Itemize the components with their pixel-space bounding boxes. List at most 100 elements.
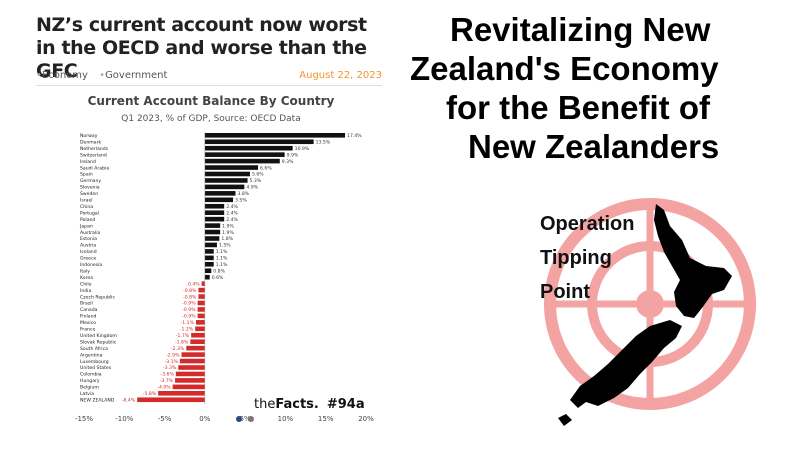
value-label: 0.6%: [212, 275, 224, 281]
category-label: Italy: [80, 268, 90, 274]
value-label: 1.9%: [222, 223, 234, 229]
chart-marks: Norway 17.4% Denmark 13.5% Netherlands 10.9% S…: [75, 132, 374, 423]
bar: [195, 320, 205, 325]
bar: [195, 326, 205, 332]
bar: [204, 165, 259, 170]
category-label: Hungary: [80, 378, 100, 384]
bar: [204, 255, 214, 261]
value-label: 3.8%: [237, 191, 249, 197]
x-tick-label: 15%: [318, 415, 334, 423]
category-label: United States: [80, 365, 112, 371]
carousel-dot[interactable]: [248, 416, 254, 422]
bar: [175, 371, 205, 377]
category-label: Belgium: [80, 385, 99, 391]
chart-subtitle: Q1 2023, % of GDP, Source: OECD Data: [121, 114, 300, 124]
bar: [137, 397, 205, 403]
value-label: -0.8%: [183, 288, 197, 294]
title-line-1: Revitalizing New: [450, 11, 711, 48]
bar: [204, 268, 212, 274]
category-label: Austria: [80, 243, 96, 249]
value-label: 2.4%: [226, 217, 238, 223]
bar: [179, 358, 205, 364]
bar: [204, 133, 346, 138]
value-label: -0.9%: [182, 307, 196, 313]
value-label: 9.3%: [282, 159, 294, 165]
value-label: -3.1%: [165, 359, 179, 365]
category-label: Canada: [80, 307, 98, 313]
bar: [204, 229, 221, 235]
title-line-3: for the Benefit of: [446, 89, 710, 126]
value-label: 17.4%: [347, 133, 362, 139]
value-label: -1.1%: [181, 320, 195, 326]
value-label: -4.0%: [157, 385, 171, 391]
value-label: -3.6%: [161, 372, 175, 378]
category-label: Czech Republic: [80, 294, 115, 300]
category-label: Ireland: [80, 159, 96, 165]
publish-date: August 22, 2023: [299, 70, 382, 81]
category-label: Finland: [80, 314, 96, 320]
category-label: Spain: [80, 172, 93, 178]
x-tick-label: 0%: [199, 415, 210, 423]
bar: [204, 262, 214, 267]
brand-logo: theFacts. #94a: [254, 397, 365, 412]
category-label: Poland: [80, 217, 95, 223]
operation-tipping-point-logo: Operation Tipping Point: [540, 198, 756, 426]
category-label: Colombia: [80, 372, 102, 378]
new-zealand-map-icon: [558, 204, 732, 426]
category-label: Sweden: [80, 191, 98, 197]
logo-line-tipping: Tipping: [540, 247, 612, 269]
bar: [190, 339, 205, 344]
value-label: -3.7%: [160, 378, 174, 384]
x-tick-label: 10%: [278, 415, 294, 423]
x-tick-label: -5%: [158, 415, 172, 423]
bar: [204, 184, 245, 190]
brand-prefix: the: [254, 397, 276, 412]
category-label: Portugal: [80, 210, 99, 216]
value-label: -0.9%: [182, 314, 196, 320]
category-government[interactable]: Government: [99, 70, 167, 81]
category-label: Estonia: [80, 236, 97, 242]
value-label: 6.6%: [260, 165, 272, 171]
category-label: Argentina: [80, 352, 103, 358]
chart-container: Current Account Balance By Country Q1 20…: [36, 85, 382, 431]
bar: [204, 242, 217, 248]
category-label: Chile: [80, 281, 92, 287]
category-label: Slovak Republic: [80, 339, 117, 345]
bar: [204, 197, 234, 203]
bar: [191, 332, 205, 338]
value-label: -0.4%: [186, 281, 200, 287]
category-label: United Kingdom: [80, 333, 117, 339]
value-label: -1.2%: [180, 327, 194, 333]
category-label: Greece: [80, 256, 97, 262]
value-label: 13.5%: [316, 139, 331, 145]
chart-title: Current Account Balance By Country: [88, 94, 335, 108]
category-label: South Africa: [80, 346, 108, 352]
value-label: 10.9%: [295, 146, 310, 152]
article-card: NZ’s current account now worst in the OE…: [36, 12, 388, 431]
value-label: 1.9%: [222, 230, 234, 236]
bar: [198, 294, 205, 299]
category-label: India: [80, 288, 91, 294]
category-label: Netherlands: [80, 146, 109, 152]
x-tick-label: -10%: [115, 415, 133, 423]
value-label: -2.3%: [171, 346, 185, 352]
bar: [204, 191, 236, 196]
bar: [204, 249, 214, 254]
carousel-dot-active[interactable]: [236, 416, 242, 422]
value-label: 1.1%: [216, 262, 228, 268]
bar: [198, 287, 205, 293]
value-label: -2.9%: [166, 352, 180, 358]
bar: [197, 313, 205, 319]
category-label: Japan: [79, 223, 93, 229]
bar: [204, 274, 210, 280]
brand-tag: #94a: [326, 397, 365, 412]
category-label: China: [80, 204, 93, 210]
category-economy[interactable]: Economy: [36, 70, 88, 81]
value-label: -0.8%: [183, 294, 197, 300]
value-label: -3.3%: [163, 365, 177, 371]
x-tick-label: -15%: [75, 415, 93, 423]
value-label: 9.9%: [287, 152, 299, 158]
value-label: 1.5%: [219, 243, 231, 249]
bar: [178, 365, 205, 370]
bar: [204, 210, 225, 215]
